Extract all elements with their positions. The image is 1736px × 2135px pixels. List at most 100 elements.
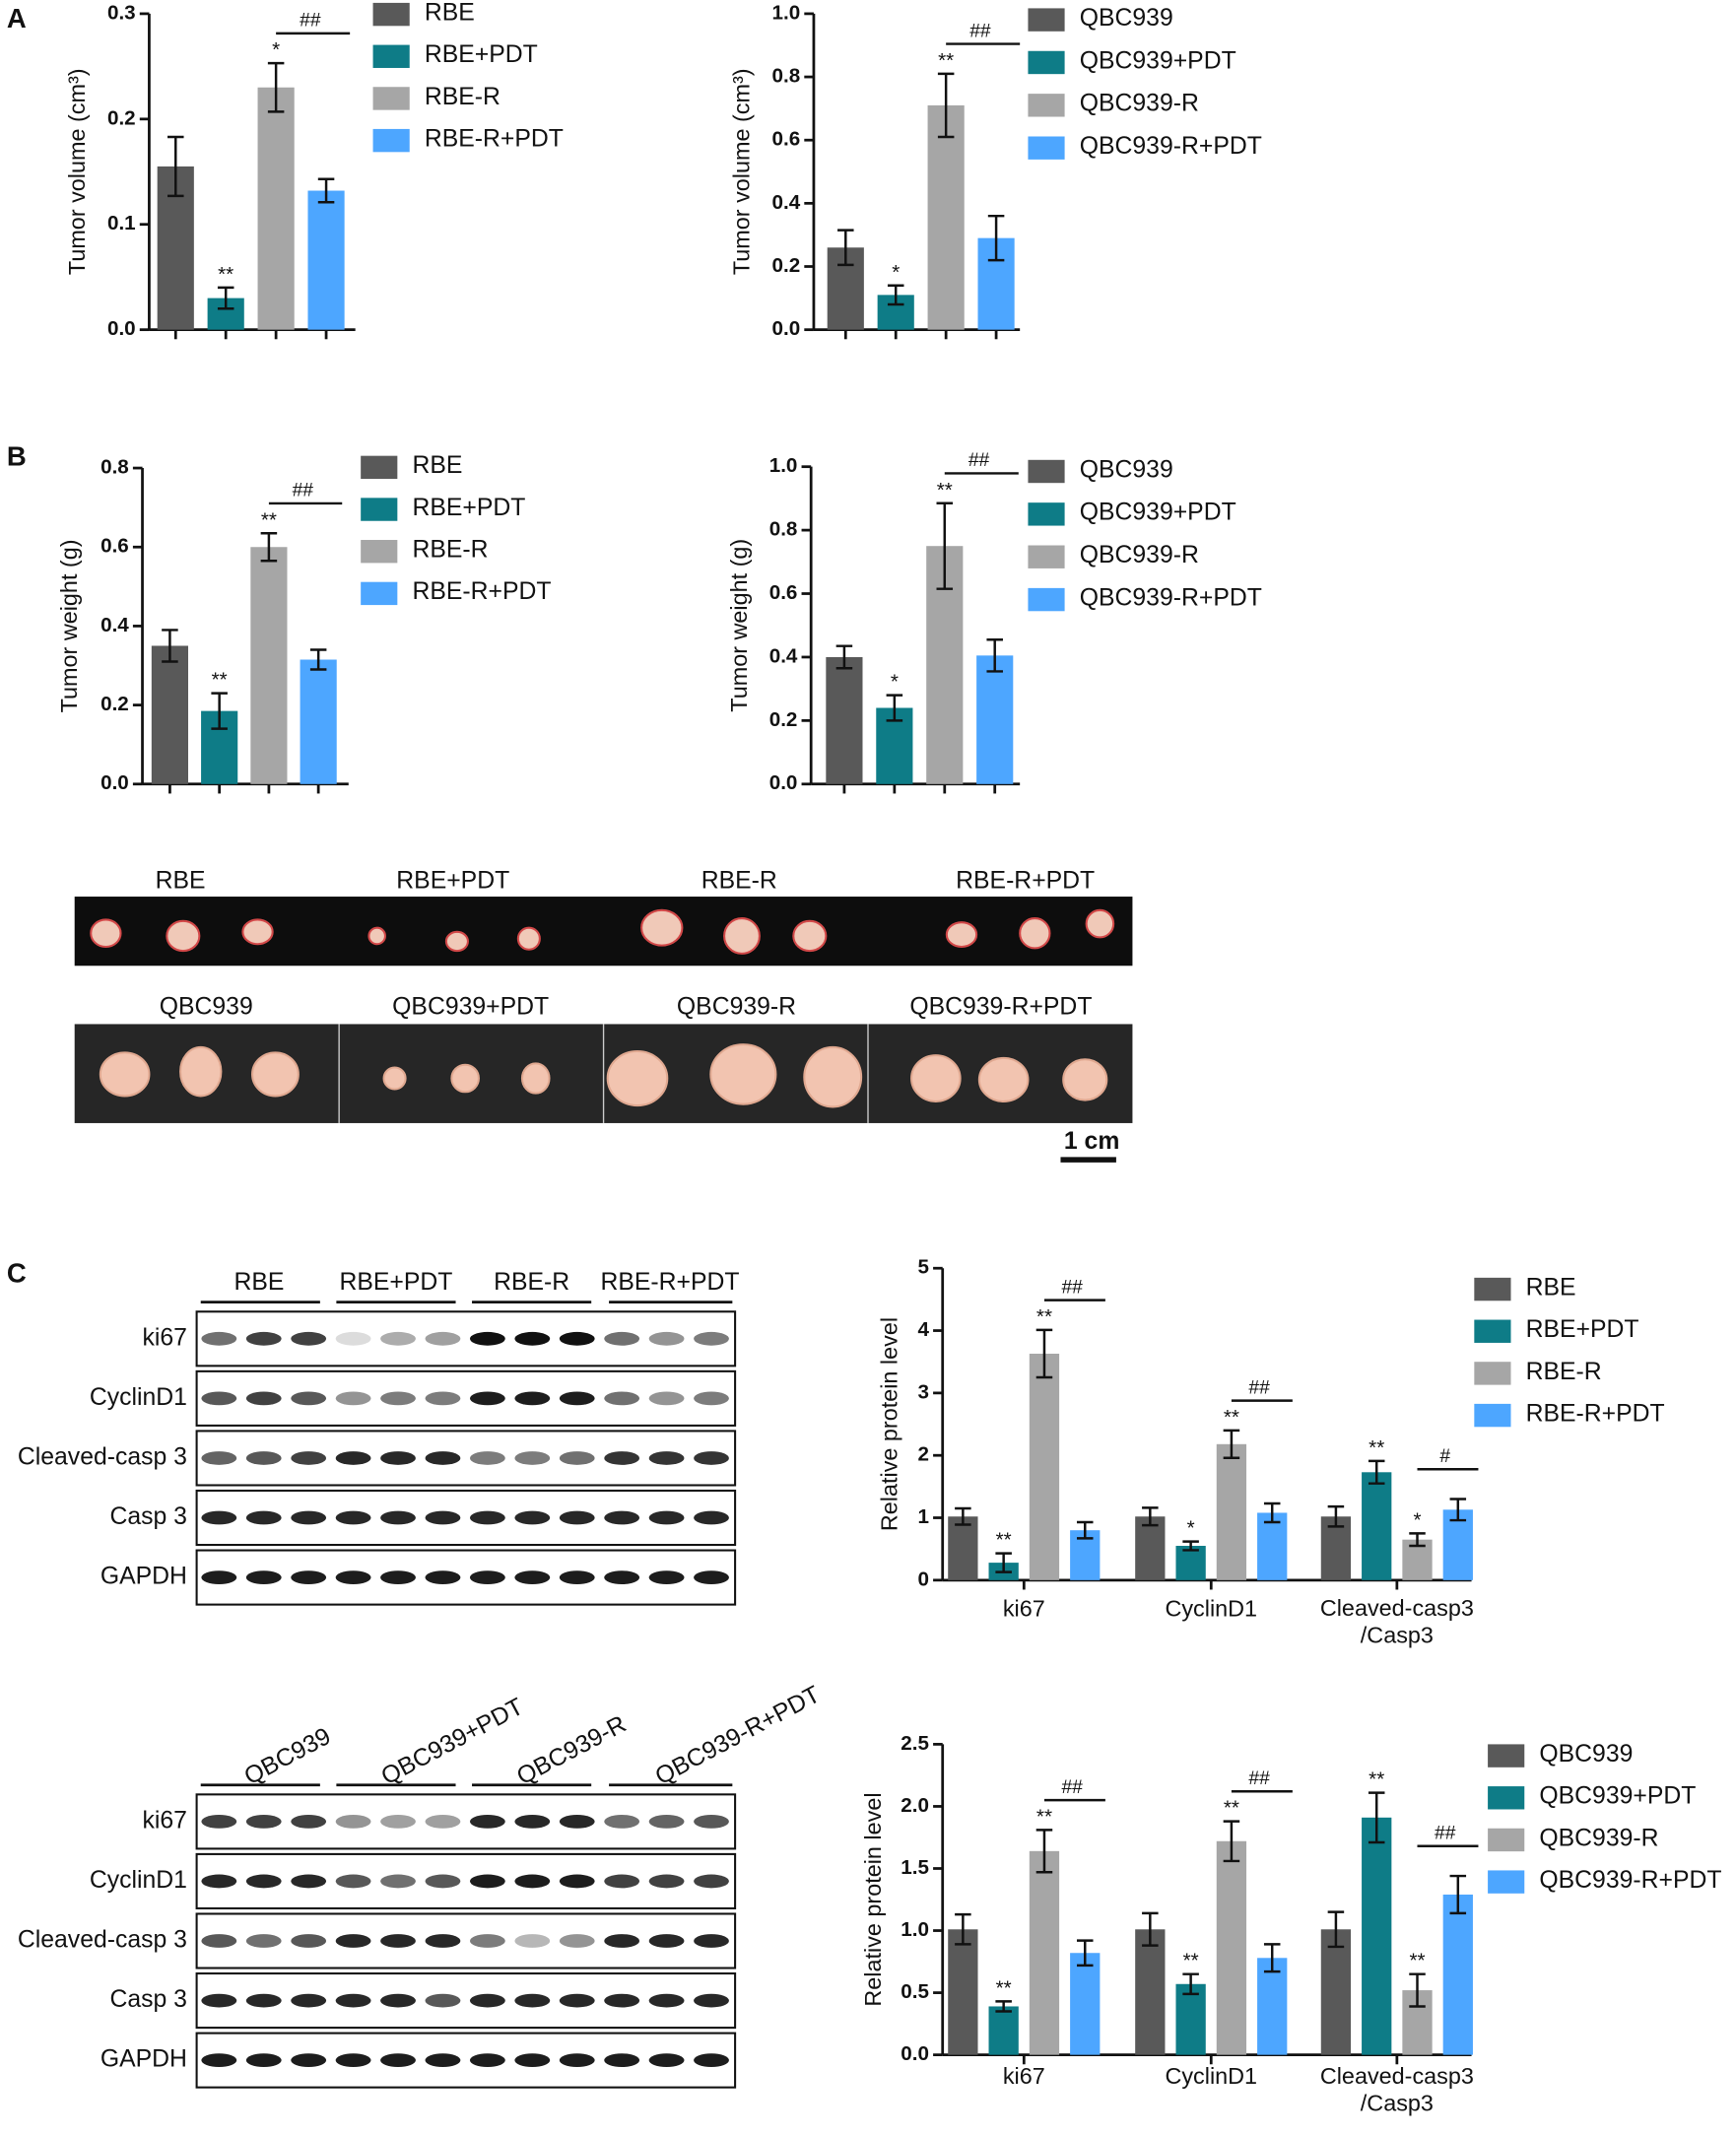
blot-band — [425, 1814, 461, 1829]
blot-band — [469, 1331, 505, 1346]
tumor — [977, 1056, 1030, 1102]
error-bar — [167, 135, 184, 198]
significance-mark: ** — [996, 1529, 1012, 1552]
legend-label: QBC939-R+PDT — [1080, 584, 1262, 611]
comparison-mark: ## — [1248, 1768, 1270, 1789]
blot-band — [291, 1993, 327, 2008]
legend-swatch — [1028, 94, 1065, 117]
blot-band — [648, 1510, 685, 1525]
y-tick-label: 0.4 — [100, 614, 129, 636]
y-tick-label: 1.0 — [772, 1, 801, 24]
blot-group-label: RBE-R+PDT — [600, 1269, 739, 1296]
blot-band — [694, 1451, 729, 1465]
legend-label: QBC939-R+PDT — [1080, 133, 1262, 160]
legend-label: QBC939 — [1080, 456, 1173, 483]
y-tick-label: 3 — [917, 1380, 928, 1403]
legend-label: RBE — [1526, 1274, 1576, 1301]
blot-band — [380, 1451, 416, 1465]
blot-row-label: Cleaved-casp 3 — [18, 1443, 187, 1470]
legend-label: QBC939 — [1539, 1741, 1633, 1768]
blot-band — [201, 2053, 237, 2068]
y-axis-label: Relative protein level — [860, 1792, 886, 2006]
blot-band — [514, 1510, 551, 1525]
tumor — [241, 918, 274, 946]
tumor — [1085, 908, 1115, 939]
error-bar — [1182, 1540, 1199, 1552]
significance-mark: ** — [1409, 1950, 1425, 1972]
blot-group-label: QBC939-R+PDT — [651, 1682, 825, 1791]
blot-band — [335, 1451, 371, 1465]
legend-label: RBE+PDT — [425, 41, 538, 68]
error-bar — [995, 2000, 1012, 2013]
blot-band — [694, 1934, 729, 1948]
blot-group-label: QBC939+PDT — [377, 1694, 528, 1790]
blot-band — [648, 1570, 685, 1584]
legend-label: RBE-R+PDT — [412, 578, 551, 605]
blot-band — [514, 1451, 551, 1465]
blot-band — [648, 1451, 685, 1465]
bar — [1135, 1516, 1166, 1580]
error-bar — [835, 644, 853, 670]
blot-band — [469, 1451, 505, 1465]
bar — [1257, 1958, 1288, 2055]
blot-band — [694, 2053, 729, 2068]
y-axis-label: Tumor volume (cm³) — [64, 68, 90, 275]
bar — [1257, 1512, 1288, 1580]
y-tick-label: 0.2 — [772, 254, 801, 277]
bar — [1216, 1840, 1247, 2055]
blot-band — [380, 1934, 416, 1948]
legend-swatch — [1474, 1362, 1511, 1385]
legend-label: QBC939 — [1080, 5, 1173, 32]
tumor — [179, 1045, 223, 1098]
y-tick-label: 2.0 — [901, 1794, 929, 1817]
tumor — [99, 1051, 151, 1098]
significance-mark: ** — [212, 669, 228, 692]
error-bar — [936, 501, 954, 590]
blot-band — [514, 2053, 551, 2068]
y-tick-label: 0.0 — [100, 771, 129, 794]
error-bar — [837, 229, 854, 267]
tumor — [640, 908, 684, 947]
blot-band — [648, 1331, 685, 1346]
significance-mark: ** — [1224, 1797, 1239, 1820]
bar — [151, 645, 188, 784]
error-bar — [267, 61, 285, 113]
blot-band — [694, 1814, 729, 1829]
legend-label: RBE — [412, 452, 462, 479]
blot-band — [291, 1331, 327, 1346]
blot-band — [514, 1934, 551, 1948]
y-tick-label: 0.1 — [107, 212, 136, 234]
panel-label: B — [7, 441, 27, 472]
legend-label: QBC939-R+PDT — [1539, 1867, 1721, 1894]
significance-mark: ** — [1183, 1950, 1199, 1972]
blot-band — [201, 1993, 237, 2008]
x-tick-label: Cleaved-casp3/Casp3 — [1320, 2063, 1474, 2116]
x-tick-label: ki67 — [1003, 1595, 1045, 1621]
blot-band — [425, 1570, 461, 1584]
legend-swatch — [1028, 8, 1065, 32]
bar — [300, 659, 337, 784]
blot-row-label: Cleaved-casp 3 — [18, 1927, 187, 1954]
error-bar — [955, 1506, 971, 1526]
tumor — [444, 930, 469, 953]
blot-band — [648, 1934, 685, 1948]
blot-band — [604, 1391, 640, 1406]
blot-band — [335, 1814, 371, 1829]
y-tick-label: 0.5 — [901, 1980, 929, 2003]
photo-label: QBC939+PDT — [392, 993, 549, 1020]
tumor — [803, 1045, 863, 1108]
blot-band — [291, 1510, 327, 1525]
legend-swatch — [1488, 1744, 1525, 1768]
bar — [1320, 1929, 1352, 2055]
blot-band — [201, 1570, 237, 1584]
legend-swatch — [361, 455, 398, 480]
x-tick-label: CyclinD1 — [1165, 1595, 1257, 1621]
blot-band — [648, 1993, 685, 2008]
y-tick-label: 0.8 — [772, 65, 801, 88]
error-bar — [1409, 1972, 1426, 2008]
y-tick-label: 0.8 — [769, 518, 798, 541]
blot-row-label: Casp 3 — [109, 1986, 186, 2013]
photo-label: QBC939-R+PDT — [909, 993, 1092, 1020]
legend-swatch — [1474, 1403, 1511, 1428]
error-bar — [955, 1912, 971, 1946]
